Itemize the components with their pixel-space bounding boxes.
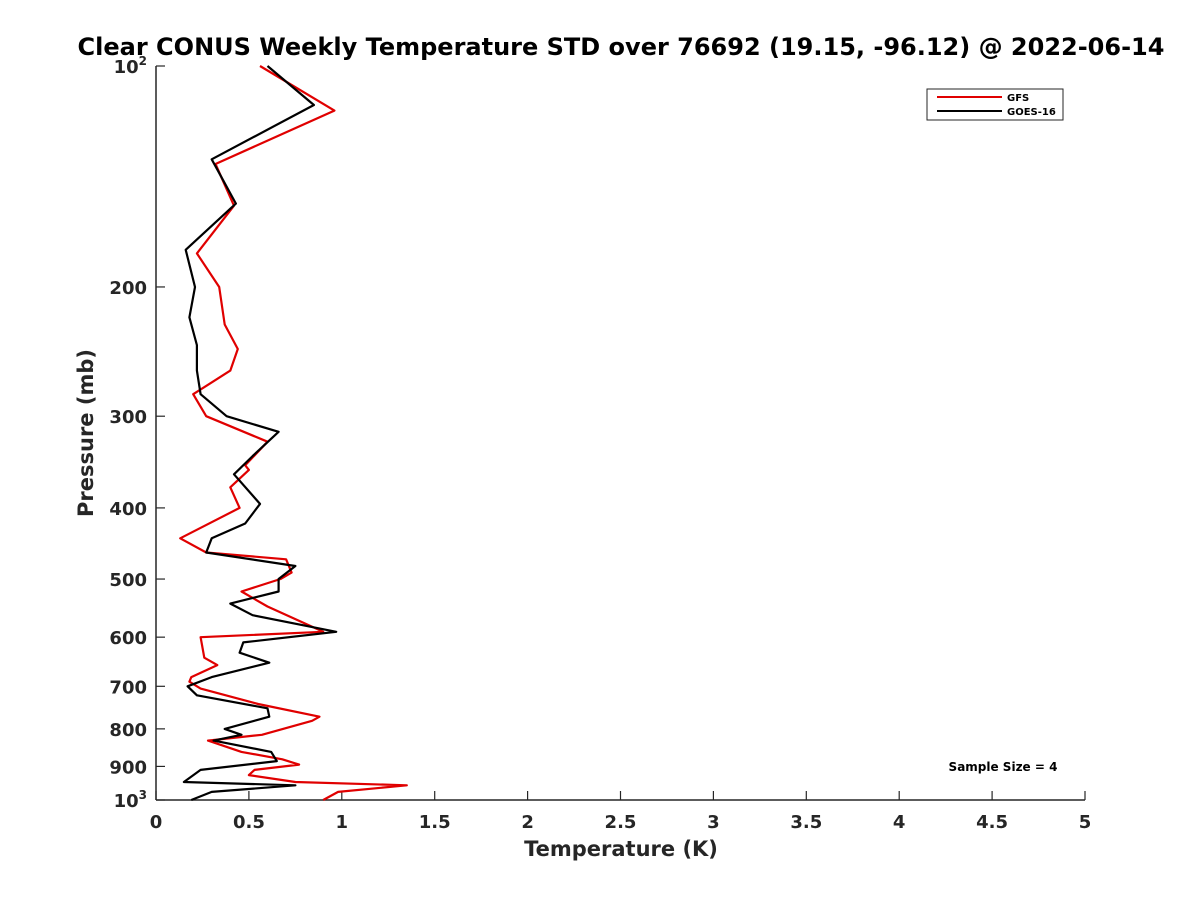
- axes: [155, 66, 1085, 801]
- y-axis-label: Pressure (mb): [74, 349, 98, 517]
- x-tick-label: 4.5: [976, 812, 1008, 833]
- x-tick-label: 5: [1079, 812, 1092, 833]
- y-tick-label: 700: [109, 677, 147, 698]
- x-tick-label: 0.5: [233, 812, 265, 833]
- y-tick-label: 300: [109, 407, 147, 428]
- x-tick-label: 4: [893, 812, 906, 833]
- series-line-goes-16: [182, 65, 338, 802]
- x-tick-label: 1.5: [419, 812, 451, 833]
- x-tick-label: 3: [707, 812, 720, 833]
- y-tick-label: 400: [109, 499, 147, 520]
- y-tick-label: 900: [109, 757, 147, 778]
- x-axis-label: Temperature (K): [524, 837, 718, 861]
- x-tick-label: 2.5: [605, 812, 637, 833]
- sample-size-annotation: Sample Size = 4: [949, 760, 1058, 774]
- y-tick-label: 600: [109, 628, 147, 649]
- legend: GFS GOES-16: [926, 88, 1064, 121]
- x-ticks: 0 0.5 1 1.5 2 2.5 3 3.5 4 4.5 5: [150, 791, 1092, 833]
- series-group: [179, 65, 408, 802]
- y-tick-label: 103: [114, 788, 147, 812]
- x-tick-label: 3.5: [790, 812, 822, 833]
- y-ticks: 102 200 300 400 500 600 700 800 900 103: [109, 54, 165, 812]
- x-tick-label: 2: [521, 812, 534, 833]
- x-tick-label: 0: [150, 812, 163, 833]
- series-line-gfs: [179, 65, 408, 801]
- y-tick-label: 102: [114, 54, 147, 78]
- legend-box: [926, 88, 1064, 121]
- y-tick-label: 500: [109, 570, 147, 591]
- legend-label-gfs: GFS: [1007, 93, 1029, 104]
- chart-title: Clear CONUS Weekly Temperature STD over …: [78, 33, 1165, 61]
- x-tick-label: 1: [336, 812, 349, 833]
- legend-label-goes-16: GOES-16: [1007, 107, 1056, 118]
- y-tick-label: 800: [109, 720, 147, 741]
- y-tick-label: 200: [109, 278, 147, 299]
